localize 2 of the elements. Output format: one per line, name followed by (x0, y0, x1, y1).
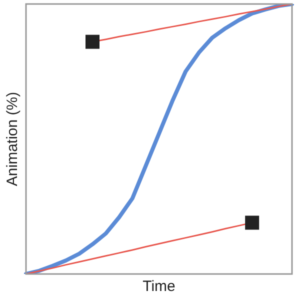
x-axis-title: Time (142, 278, 176, 296)
y-axis-title: Animation (%) (4, 92, 22, 186)
